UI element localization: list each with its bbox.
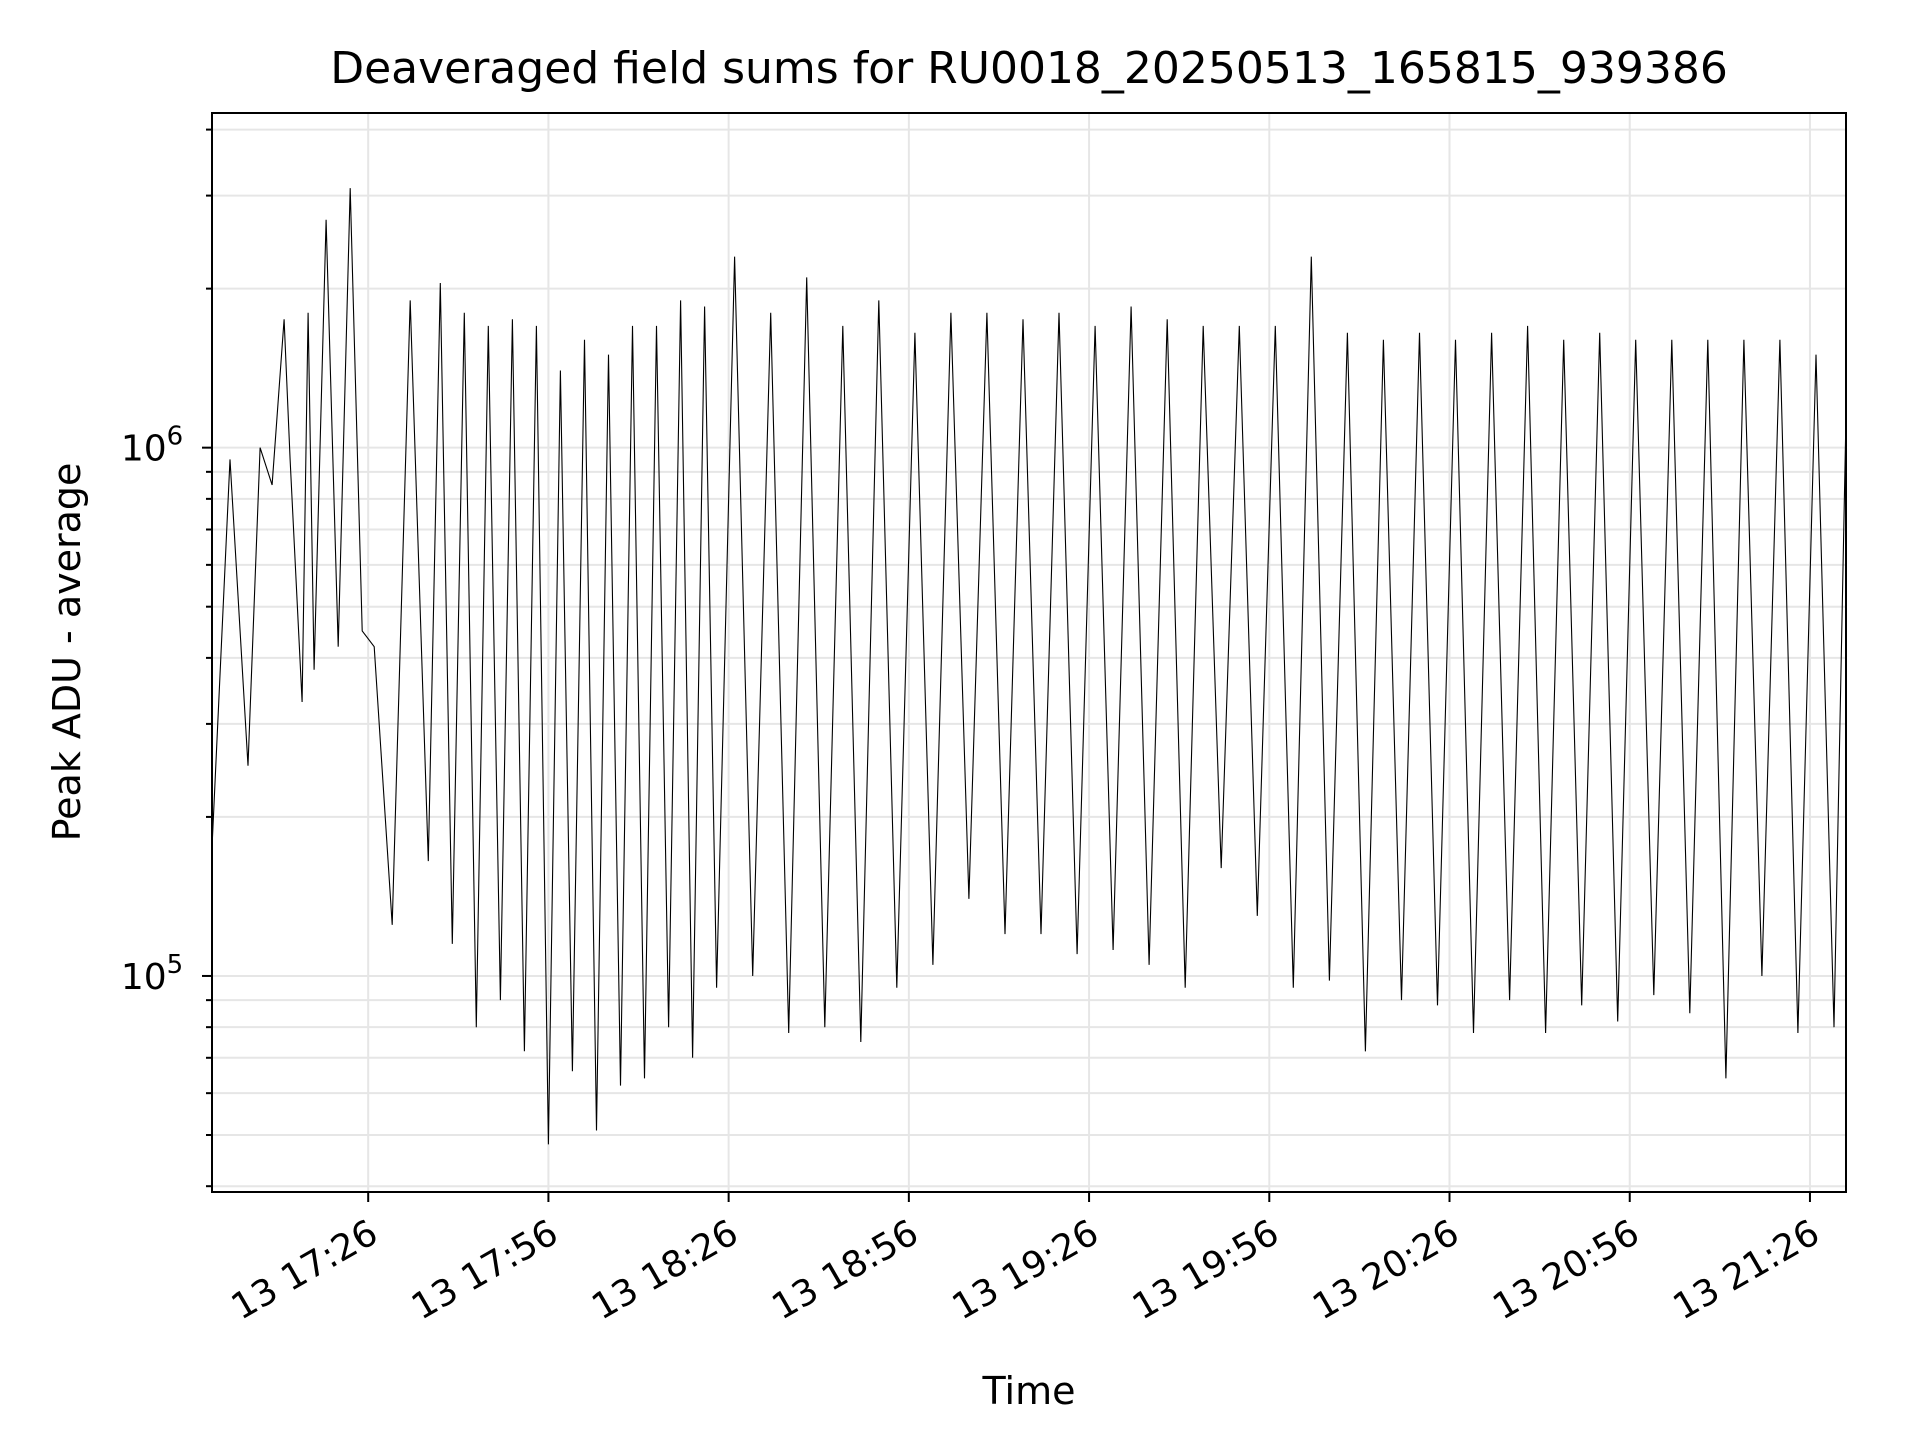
y-tick-mantissa: 10 [121, 429, 167, 470]
y-axis-label: Peak ADU - average [45, 463, 89, 842]
y-tick-label: 106 [121, 422, 183, 470]
y-tick-label: 105 [121, 950, 183, 998]
y-tick-mantissa: 10 [121, 957, 167, 998]
grid [212, 113, 1846, 1192]
y-tick-exponent: 5 [167, 950, 184, 980]
y-tick-exponent: 6 [167, 422, 184, 452]
plot-area-frame [211, 112, 1847, 1193]
x-axis-label: Time [982, 1369, 1076, 1413]
chart-title: Deaveraged field sums for RU0018_2025051… [330, 43, 1728, 94]
series-line [211, 188, 1847, 1145]
